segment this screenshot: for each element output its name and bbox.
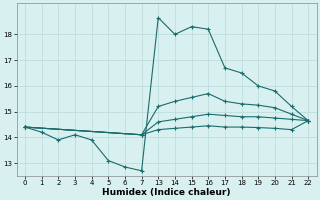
X-axis label: Humidex (Indice chaleur): Humidex (Indice chaleur)	[102, 188, 231, 197]
